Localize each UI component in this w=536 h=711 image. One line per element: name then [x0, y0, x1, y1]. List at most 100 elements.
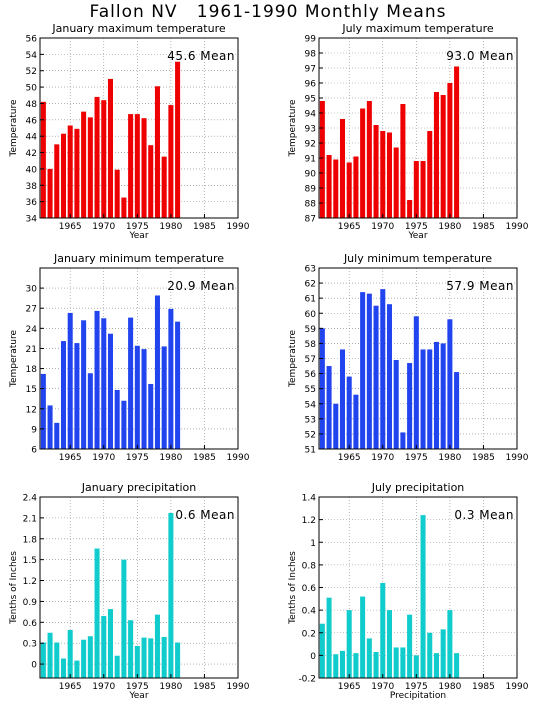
- y-tick-label: 56: [26, 35, 38, 45]
- bar-1968: [366, 101, 372, 218]
- bar-1975: [134, 345, 140, 449]
- y-tick-label: 58: [305, 340, 317, 350]
- bar-1969: [94, 310, 100, 449]
- bar-1980: [447, 83, 453, 218]
- bar-1961: [40, 373, 46, 449]
- y-tick-label: 59: [305, 325, 317, 335]
- y-tick-label: 2.4: [23, 494, 38, 504]
- bar-1978: [154, 295, 160, 449]
- bar-1976: [420, 515, 426, 678]
- bar-1963: [54, 422, 60, 449]
- y-tick-label: 94: [305, 110, 317, 120]
- y-tick-label: 97: [305, 65, 316, 75]
- x-axis-label: Year: [407, 231, 427, 241]
- y-tick-label: 9: [31, 425, 37, 435]
- bar-1963: [333, 654, 339, 678]
- x-axis-label: Precipitation: [390, 691, 446, 701]
- chart-title: July precipitation: [371, 481, 465, 494]
- bar-1980: [168, 105, 174, 218]
- y-tick-label: 40: [26, 165, 38, 175]
- bar-1973: [400, 432, 406, 449]
- bar-1967: [360, 292, 366, 449]
- y-tick-label: 52: [305, 430, 316, 440]
- bar-1971: [386, 132, 392, 218]
- y-tick-label: 0.9: [23, 598, 38, 608]
- x-tick-label: 1975: [405, 453, 428, 463]
- bar-1979: [440, 629, 446, 678]
- bar-1971: [107, 609, 113, 678]
- bar-1968: [366, 293, 372, 449]
- x-tick-label: 1970: [371, 682, 394, 692]
- x-tick-label: 1990: [506, 682, 529, 692]
- bar-1981: [454, 653, 460, 678]
- y-tick-label: 42: [26, 149, 37, 159]
- bar-1974: [128, 114, 134, 218]
- bar-1981: [175, 321, 181, 449]
- x-tick-label: 1985: [193, 682, 216, 692]
- bar-1969: [373, 305, 379, 449]
- bar-1967: [81, 111, 87, 218]
- bar-1977: [148, 145, 154, 218]
- bar-1973: [121, 400, 127, 449]
- bar-1964: [339, 349, 346, 449]
- x-tick-label: 1965: [59, 453, 82, 463]
- x-axis-label: Year: [128, 231, 148, 241]
- x-tick-label: 1990: [506, 453, 529, 463]
- mean-label: 0.6 Mean: [175, 508, 235, 522]
- bar-1963: [54, 642, 60, 678]
- bar-1961: [319, 623, 325, 678]
- bar-1975: [134, 114, 140, 218]
- bar-1968: [87, 117, 93, 218]
- y-axis-label: Tenths of Inches: [288, 551, 298, 625]
- x-tick-label: 1980: [438, 682, 461, 692]
- bar-1962: [326, 366, 332, 449]
- plot-frame: [39, 37, 239, 219]
- bar-1979: [161, 636, 167, 678]
- y-tick-label: 99: [305, 35, 317, 45]
- bar-1973: [121, 197, 127, 218]
- x-axis-label: Year: [128, 691, 148, 701]
- mean-label: 57.9 Mean: [446, 279, 514, 293]
- y-tick-label: 57: [305, 355, 316, 365]
- x-tick-label: 1980: [159, 222, 182, 232]
- chart-title: January minimum temperature: [53, 252, 224, 265]
- bar-1962: [326, 597, 332, 678]
- chart-title: July minimum temperature: [343, 252, 492, 265]
- bar-1971: [386, 610, 392, 678]
- x-tick-label: 1990: [227, 682, 250, 692]
- x-tick-label: 1970: [92, 682, 115, 692]
- bar-1972: [114, 169, 120, 218]
- y-tick-label: 24: [26, 325, 38, 335]
- bar-1964: [60, 133, 67, 218]
- y-axis-label: Temperature: [9, 330, 19, 388]
- y-tick-label: 21: [26, 345, 37, 355]
- bar-1968: [87, 373, 93, 449]
- bar-1970: [101, 318, 107, 449]
- x-tick-label: 1980: [159, 453, 182, 463]
- bar-1968: [87, 636, 93, 678]
- bar-1967: [360, 108, 366, 218]
- bar-1975: [413, 161, 419, 218]
- chart-panel-3: January minimum temperature 6 9 12 15 18 21 24 2…: [9, 252, 250, 463]
- y-tick-label: 27: [26, 305, 37, 315]
- bar-1977: [148, 383, 154, 449]
- y-tick-label: 2.1: [23, 514, 37, 524]
- x-tick-label: 1965: [338, 682, 361, 692]
- bar-1971: [386, 304, 392, 449]
- x-tick-label: 1975: [126, 453, 149, 463]
- bar-1966: [353, 653, 359, 678]
- y-tick-label: 96: [305, 80, 317, 90]
- x-tick-label: 1965: [338, 222, 361, 232]
- bar-1962: [326, 155, 332, 218]
- y-tick-label: 0.2: [302, 629, 316, 639]
- chart-panel-1: January maximum temperature 34 36 38 40 42 44 4…: [9, 22, 250, 241]
- bar-1977: [427, 131, 433, 218]
- y-tick-label: 38: [26, 182, 38, 192]
- bar-1966: [74, 343, 80, 449]
- y-tick-label: 12: [26, 405, 37, 415]
- plot-frame: [39, 267, 239, 450]
- y-tick-label: 1: [310, 539, 316, 549]
- bar-1965: [67, 312, 73, 449]
- y-tick-label: 0.3: [23, 640, 37, 650]
